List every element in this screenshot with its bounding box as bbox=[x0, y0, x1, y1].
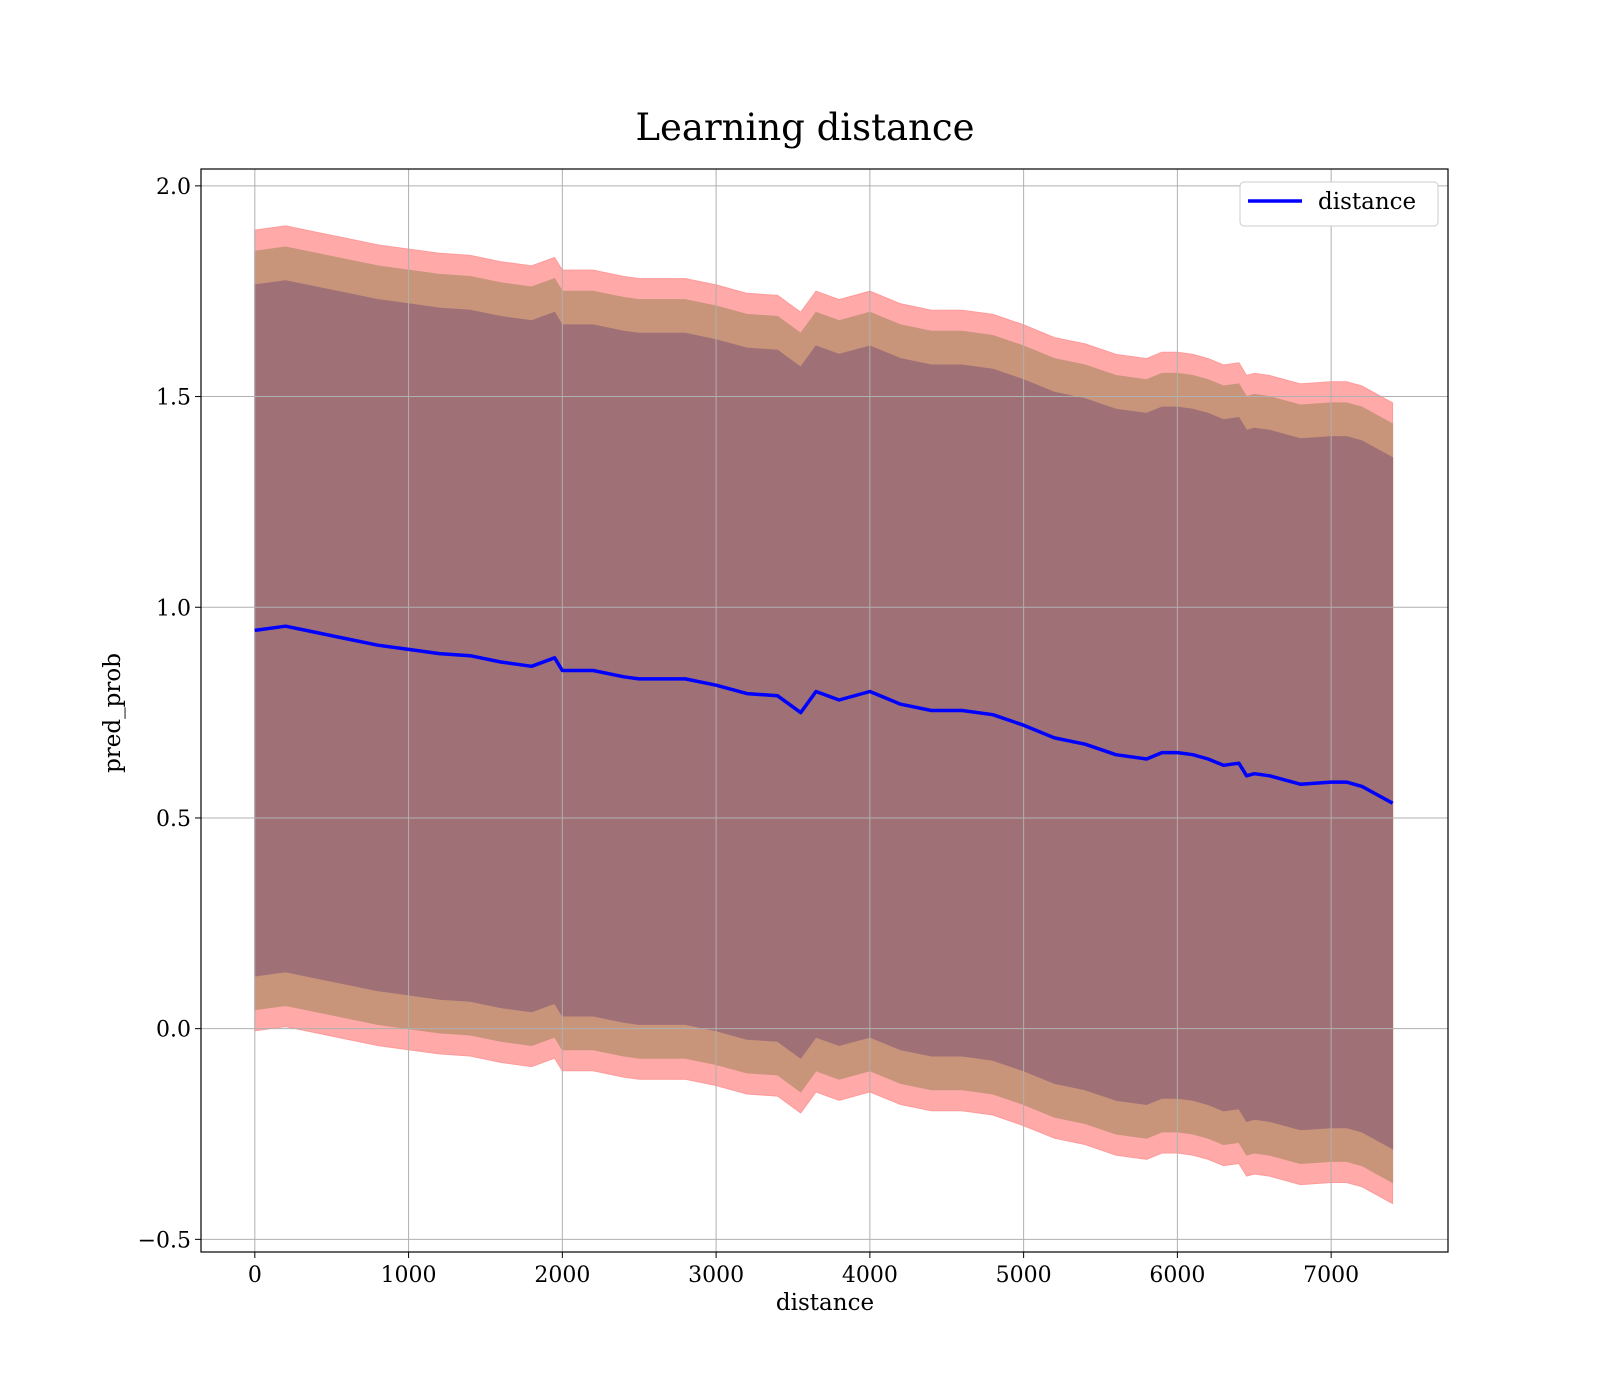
x-axis-ticks: 0 1000 2000 3000 4000 5000 6000 7000 bbox=[248, 1252, 1359, 1288]
legend-entry: distance bbox=[1318, 189, 1416, 215]
grid-layer bbox=[201, 169, 1448, 1252]
x-tick-label: 0 bbox=[248, 1263, 262, 1288]
band-inner bbox=[254, 280, 1394, 1150]
y-tick-label: −0.5 bbox=[138, 1228, 191, 1253]
y-tick-label: 1.0 bbox=[156, 596, 191, 621]
y-tick-label: 0.0 bbox=[156, 1018, 191, 1043]
y-axis-label: pred_prob bbox=[100, 653, 126, 773]
plot-frame bbox=[200, 168, 1449, 1253]
y-tick-label: 0.5 bbox=[156, 807, 191, 832]
legend-box bbox=[1239, 181, 1439, 227]
plot-area bbox=[200, 168, 1449, 1253]
x-axis-label: distance bbox=[776, 1290, 874, 1316]
y-tick-label: 1.5 bbox=[156, 386, 191, 411]
x-tick-label: 7000 bbox=[1303, 1263, 1359, 1288]
series-line-distance bbox=[254, 624, 1394, 805]
y-axis-ticks: −0.5 0.0 0.5 1.0 1.5 2.0 bbox=[138, 175, 201, 1253]
x-tick-label: 1000 bbox=[381, 1263, 437, 1288]
y-tick-label: 2.0 bbox=[156, 175, 191, 200]
legend: distance bbox=[1239, 181, 1439, 227]
x-tick-label: 4000 bbox=[842, 1263, 898, 1288]
band-layer bbox=[254, 225, 1394, 1205]
x-tick-label: 6000 bbox=[1149, 1263, 1205, 1288]
x-tick-label: 3000 bbox=[688, 1263, 744, 1288]
x-tick-label: 2000 bbox=[534, 1263, 590, 1288]
chart-title: Learning distance bbox=[635, 106, 974, 149]
x-tick-label: 5000 bbox=[996, 1263, 1052, 1288]
series-layer bbox=[254, 624, 1394, 805]
